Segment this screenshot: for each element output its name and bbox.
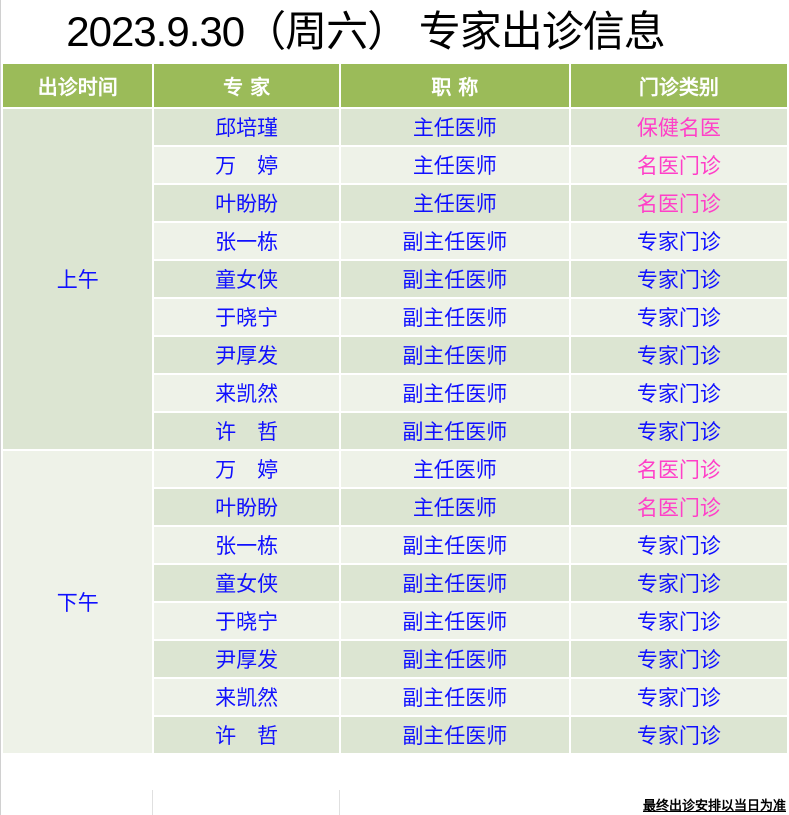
- expert-title-cell: 副主任医师: [338, 259, 571, 299]
- clinic-type-cell: 专家门诊: [568, 639, 789, 679]
- expert-name-cell: 尹厚发: [152, 335, 341, 375]
- expert-title-cell: 副主任医师: [338, 221, 571, 261]
- clinic-type-cell: 专家门诊: [568, 563, 789, 603]
- expert-title-cell: 副主任医师: [338, 563, 571, 603]
- table-row: 童女侠 副主任医师 专家门诊: [2, 259, 789, 299]
- schedule-table: 出诊时间 专 家 职 称 门诊类别 上午 邱培瑾 主任医师 保健名医万 婷主任医师 名医…: [1, 62, 789, 755]
- expert-name-cell: 邱培瑾: [152, 107, 341, 147]
- expert-title-cell: 副主任医师: [338, 373, 571, 413]
- clinic-type-cell: 专家门诊: [568, 525, 789, 565]
- expert-title-cell: 主任医师: [338, 107, 571, 147]
- period-cell: 下午: [1, 449, 155, 755]
- expert-name-cell: 张一栋: [152, 221, 341, 261]
- expert-name-cell: 万 婷: [152, 145, 341, 185]
- clinic-type-cell: 名医门诊: [568, 183, 789, 223]
- expert-title-cell: 副主任医师: [338, 715, 571, 755]
- period-cell: 上午: [1, 107, 155, 451]
- expert-name-cell: 尹厚发: [152, 639, 341, 679]
- table-row: 张一栋 副主任医师 专家门诊: [2, 221, 789, 261]
- expert-name-cell: 于晓宁: [152, 297, 341, 337]
- clinic-type-cell: 名医门诊: [568, 487, 789, 527]
- table-row: 许 哲副主任医师 专家门诊: [2, 411, 789, 451]
- table-row: 来凯然 副主任医师 专家门诊: [2, 373, 789, 413]
- clinic-type-cell: 专家门诊: [568, 715, 789, 755]
- expert-name-cell: 来凯然: [152, 677, 341, 717]
- header-time: 出诊时间: [1, 62, 155, 109]
- expert-title-cell: 主任医师: [338, 449, 571, 489]
- clinic-type-cell: 专家门诊: [568, 335, 789, 375]
- expert-title-cell: 副主任医师: [338, 639, 571, 679]
- expert-name-cell: 叶盼盼: [152, 487, 341, 527]
- expert-name-cell: 万 婷: [152, 449, 341, 489]
- expert-name-cell: 童女侠: [152, 563, 341, 603]
- expert-title-cell: 副主任医师: [338, 525, 571, 565]
- footer-note: 最终出诊安排以当日为准: [642, 799, 786, 814]
- page-title: 2023.9.30（周六） 专家出诊信息: [1, 0, 789, 62]
- table-row: 万 婷主任医师 名医门诊: [2, 145, 789, 185]
- expert-name-cell: 叶盼盼: [152, 183, 341, 223]
- clinic-type-cell: 专家门诊: [568, 259, 789, 299]
- expert-title-cell: 副主任医师: [338, 677, 571, 717]
- clinic-type-cell: 保健名医: [568, 107, 789, 147]
- table-row: 尹厚发 副主任医师 专家门诊: [2, 639, 789, 679]
- expert-title-cell: 副主任医师: [338, 335, 571, 375]
- footer-row: 最终出诊安排以当日为准: [1, 789, 789, 815]
- header-title: 职 称: [338, 62, 571, 109]
- table-row: 来凯然 副主任医师 专家门诊: [2, 677, 789, 717]
- table-row: 于晓宁 副主任医师 专家门诊: [2, 297, 789, 337]
- expert-name-cell: 许 哲: [152, 715, 341, 755]
- table-row: 许 哲副主任医师 专家门诊: [2, 715, 789, 755]
- clinic-type-cell: 专家门诊: [568, 411, 789, 451]
- expert-title-cell: 副主任医师: [338, 411, 571, 451]
- clinic-type-cell: 名医门诊: [568, 449, 789, 489]
- table-row: 上午 邱培瑾 主任医师 保健名医: [1, 107, 789, 451]
- title-text: 2023.9.30（周六） 专家出诊信息: [66, 8, 666, 55]
- table-row: 尹厚发 副主任医师 专家门诊: [2, 335, 789, 375]
- clinic-type-cell: 专家门诊: [568, 297, 789, 337]
- clinic-type-cell: 专家门诊: [568, 677, 789, 717]
- table-row: 下午万 婷主任医师 名医门诊: [1, 449, 789, 755]
- expert-title-cell: 副主任医师: [338, 601, 571, 641]
- clinic-type-cell: 名医门诊: [568, 145, 789, 185]
- header-expert: 专 家: [152, 62, 341, 109]
- expert-title-cell: 主任医师: [338, 183, 571, 223]
- expert-name-cell: 于晓宁: [152, 601, 341, 641]
- table-row: 童女侠 副主任医师 专家门诊: [2, 563, 789, 603]
- expert-title-cell: 主任医师: [338, 487, 571, 527]
- expert-name-cell: 来凯然: [152, 373, 341, 413]
- table-row: 叶盼盼 主任医师 名医门诊: [2, 487, 789, 527]
- table-row: 于晓宁 副主任医师 专家门诊: [2, 601, 789, 641]
- clinic-type-cell: 专家门诊: [568, 601, 789, 641]
- header-row: 出诊时间 专 家 职 称 门诊类别: [1, 62, 789, 109]
- expert-name-cell: 张一栋: [152, 525, 341, 565]
- clinic-type-cell: 专家门诊: [568, 373, 789, 413]
- table-row: 张一栋 副主任医师 专家门诊: [2, 525, 789, 565]
- expert-title-cell: 副主任医师: [338, 297, 571, 337]
- expert-title-cell: 主任医师: [338, 145, 571, 185]
- expert-name-cell: 许 哲: [152, 411, 341, 451]
- expert-name-cell: 童女侠: [152, 259, 341, 299]
- clinic-type-cell: 专家门诊: [568, 221, 789, 261]
- header-clinic-type: 门诊类别: [568, 62, 789, 109]
- table-row: 叶盼盼 主任医师 名医门诊: [2, 183, 789, 223]
